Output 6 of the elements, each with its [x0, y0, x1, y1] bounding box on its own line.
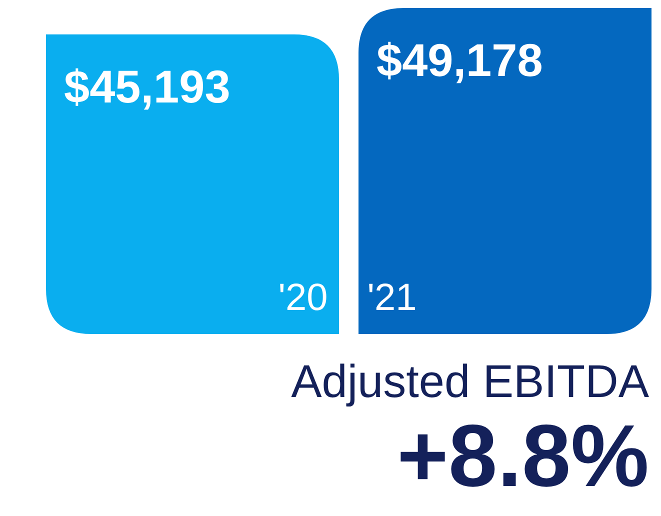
text: +8.8%	[397, 406, 650, 505]
text: Adjusted EBITDA	[290, 354, 650, 408]
data-label: $45,193	[64, 60, 230, 112]
data-label: $49,178	[376, 34, 543, 86]
annotation: '21	[367, 277, 417, 319]
annotation: '20	[278, 277, 328, 319]
